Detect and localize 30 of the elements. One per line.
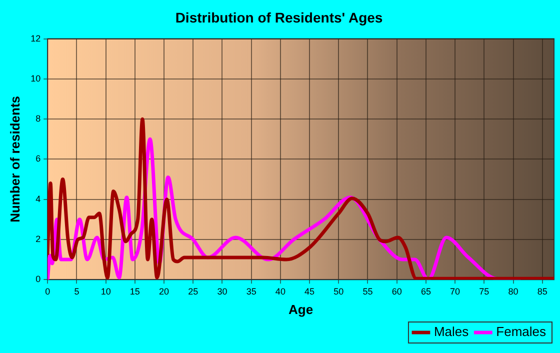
- x-tick-label: 75: [479, 286, 490, 296]
- y-tick-label: 8: [36, 114, 41, 124]
- x-tick-label: 10: [100, 286, 111, 296]
- x-tick-label: 5: [74, 286, 80, 296]
- x-tick-label: 15: [130, 286, 140, 296]
- y-tick-label: 4: [36, 194, 41, 204]
- x-tick-label: 70: [450, 286, 460, 296]
- x-tick-label: 55: [362, 286, 373, 296]
- x-tick-label: 65: [420, 286, 431, 296]
- x-tick-label: 35: [246, 286, 256, 296]
- x-tick-label: 85: [537, 286, 548, 296]
- x-tick-label: 80: [508, 286, 518, 296]
- legend-label: Males: [434, 324, 470, 340]
- x-axis-title: Age: [288, 302, 314, 317]
- legend-label: Females: [496, 324, 546, 340]
- chart-title: Distribution of Residents' Ages: [175, 9, 383, 26]
- y-tick-label: 2: [36, 234, 41, 244]
- x-tick-label: 0: [45, 286, 50, 296]
- y-tick-label: 12: [30, 33, 41, 44]
- y-axis-title: Number of residents: [7, 96, 22, 222]
- x-tick-label: 50: [334, 286, 344, 296]
- x-tick-label: 30: [217, 286, 228, 296]
- x-tick-label: 40: [275, 286, 286, 296]
- x-tick-label: 20: [159, 286, 170, 296]
- x-tick-label: 45: [304, 286, 315, 296]
- y-tick-label: 6: [36, 154, 41, 164]
- x-tick-label: 60: [392, 286, 402, 296]
- x-tick-label: 25: [188, 286, 198, 296]
- y-tick-label: 10: [30, 73, 41, 84]
- y-tick-label: 0: [36, 274, 41, 284]
